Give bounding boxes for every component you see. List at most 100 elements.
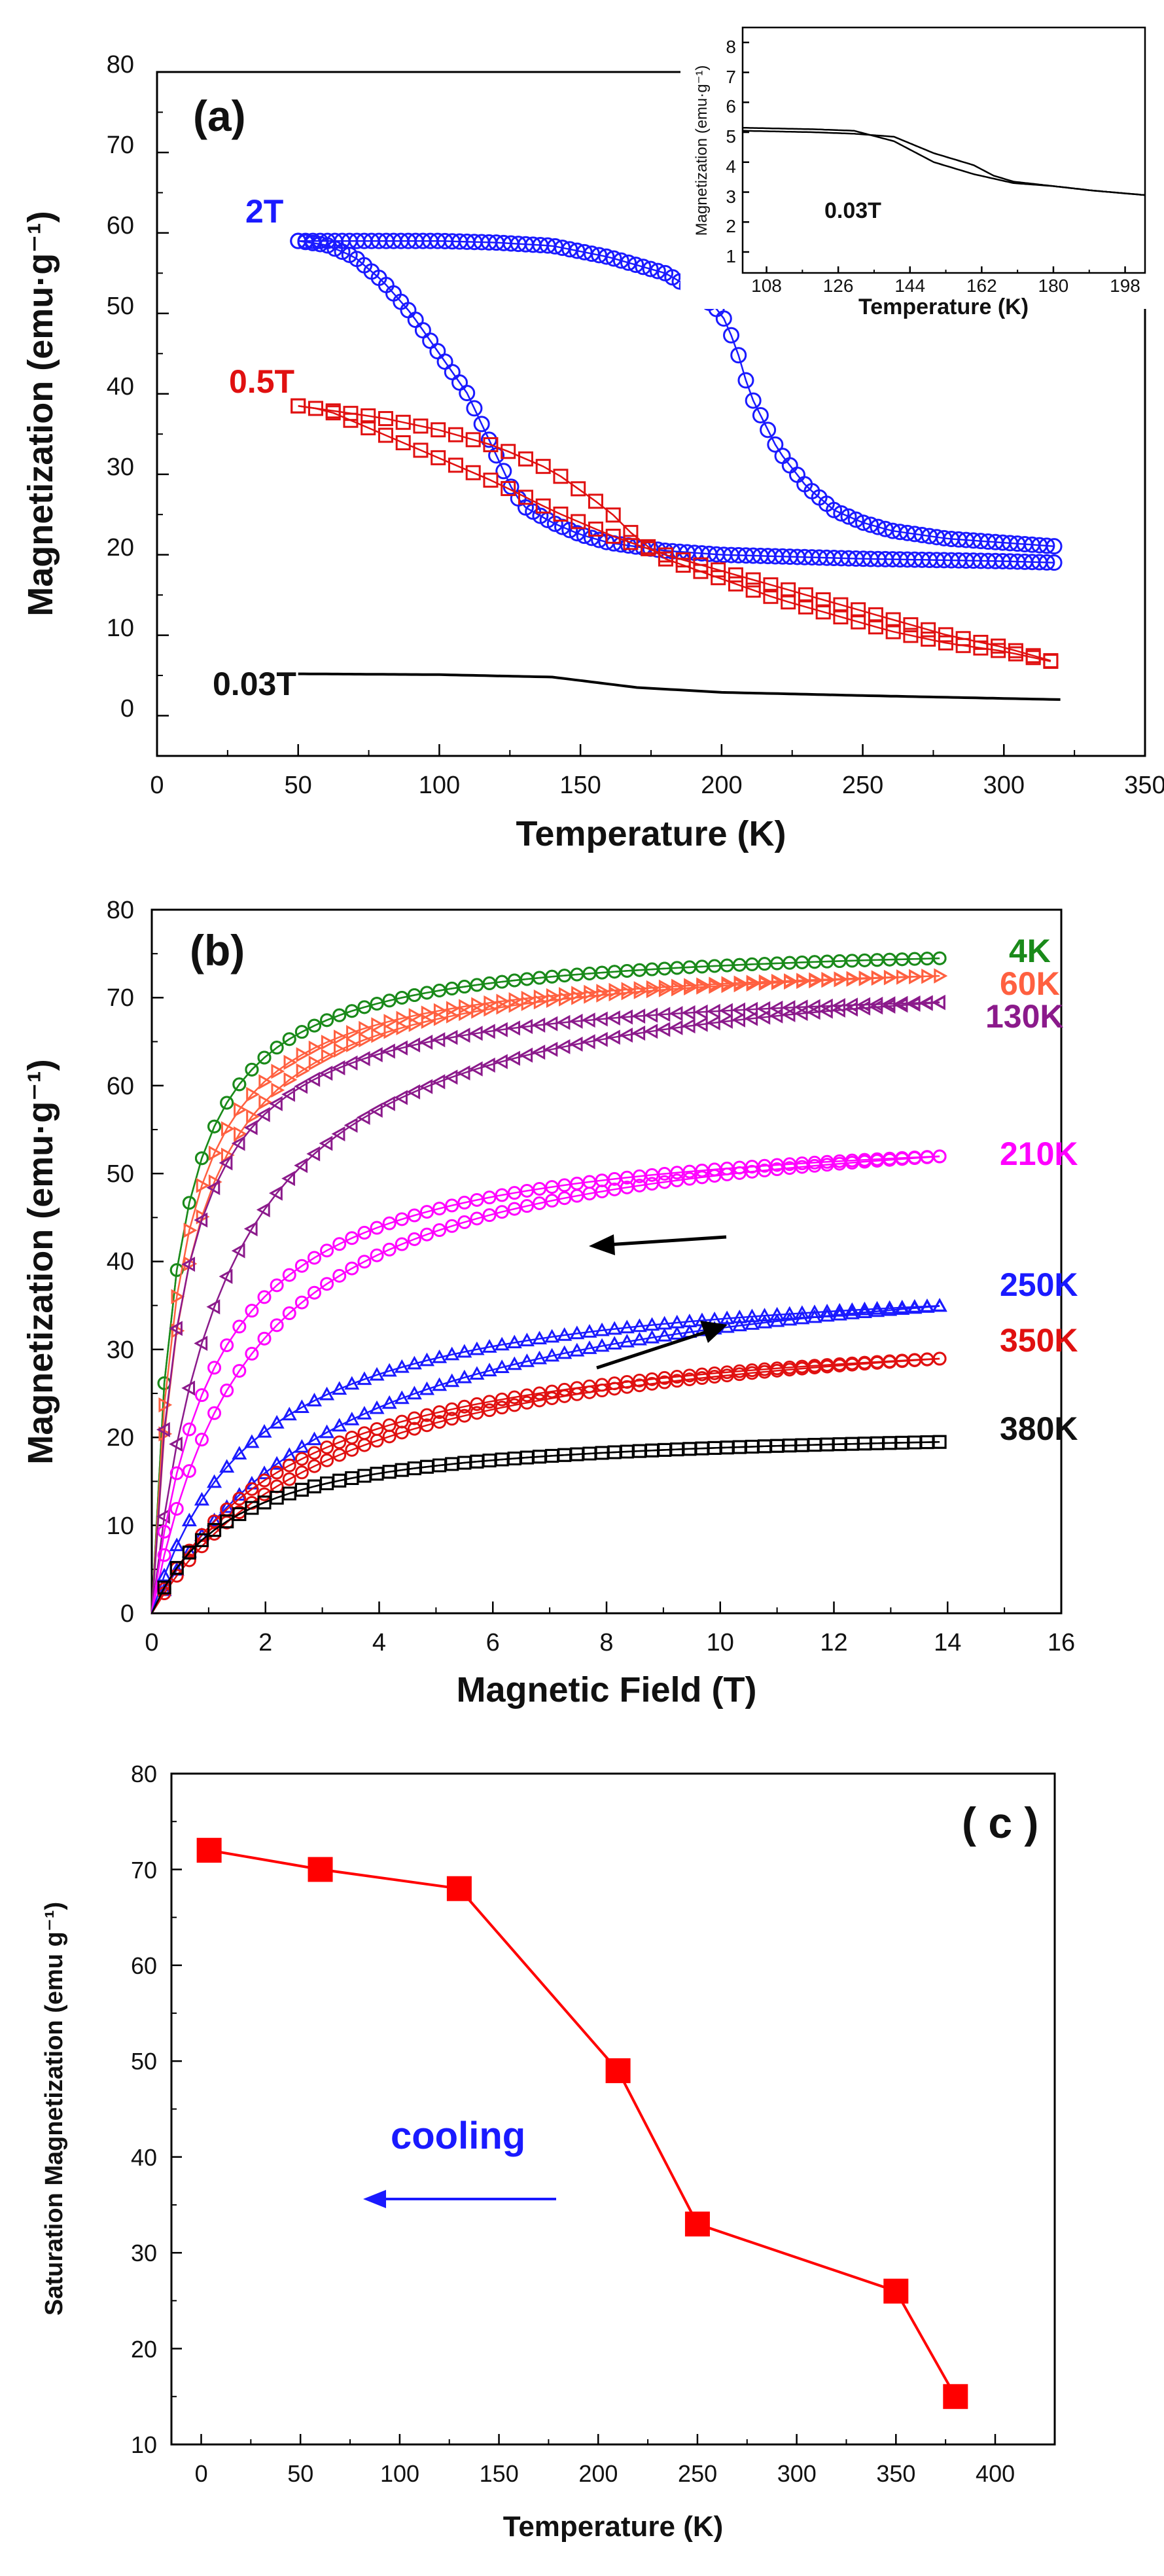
series-line xyxy=(150,1001,940,1614)
data-point xyxy=(756,1314,773,1329)
data-point xyxy=(752,406,769,423)
data-point xyxy=(270,1278,284,1293)
data-point xyxy=(658,551,673,567)
series-line xyxy=(150,1155,940,1614)
data-point xyxy=(844,1305,860,1319)
data-point xyxy=(623,535,639,550)
data-point xyxy=(973,640,989,656)
data-point xyxy=(169,1501,184,1516)
data-point xyxy=(344,1411,360,1425)
data-point xyxy=(378,411,393,427)
tick-label: 30 xyxy=(107,454,134,481)
data-point xyxy=(571,514,586,529)
data-point xyxy=(282,1472,296,1486)
data-point xyxy=(419,1418,434,1433)
data-point xyxy=(319,1136,333,1151)
data-point xyxy=(619,1028,633,1043)
data-point xyxy=(408,1016,423,1032)
series-line xyxy=(150,1440,940,1614)
data-point xyxy=(856,1304,872,1318)
data-point xyxy=(432,1349,448,1363)
data-point xyxy=(370,1248,384,1262)
data-point xyxy=(421,1005,435,1021)
tick-label: 80 xyxy=(107,51,134,79)
data-point xyxy=(607,1336,622,1350)
data-point xyxy=(296,1063,310,1079)
data-point xyxy=(494,1336,510,1351)
cooling-arrow xyxy=(363,2190,556,2208)
data-point xyxy=(282,1458,296,1473)
data-point xyxy=(607,1010,620,1026)
data-point xyxy=(382,1216,397,1230)
data-point xyxy=(269,1096,283,1111)
data-point xyxy=(432,1223,447,1238)
inset-y-tick-labels: 1 2 3 4 5 6 7 8 xyxy=(726,37,736,266)
tick-label: 7 xyxy=(726,67,736,87)
data-point xyxy=(220,1514,234,1529)
data-point xyxy=(520,1395,534,1410)
data-point xyxy=(308,1857,333,1882)
data-point xyxy=(246,1086,260,1102)
tick-label: 4 xyxy=(726,156,736,177)
data-point xyxy=(469,1366,485,1380)
data-point xyxy=(282,1268,296,1282)
data-point xyxy=(470,1211,484,1226)
data-point xyxy=(283,1054,298,1070)
data-point xyxy=(282,1032,296,1046)
data-point xyxy=(545,1391,559,1406)
data-point xyxy=(844,1001,858,1017)
data-point xyxy=(359,1020,373,1036)
data-point xyxy=(631,1026,646,1041)
data-point xyxy=(737,372,754,389)
data-point xyxy=(432,1415,447,1429)
data-point xyxy=(194,1212,208,1228)
data-point xyxy=(571,990,585,1005)
data-point xyxy=(232,1446,247,1460)
data-point xyxy=(732,1012,745,1028)
data-point xyxy=(955,637,971,653)
data-point xyxy=(520,1199,534,1213)
data-point xyxy=(370,997,384,1011)
data-point xyxy=(620,254,637,271)
data-point xyxy=(569,1325,585,1340)
data-point xyxy=(932,1435,947,1449)
data-point xyxy=(394,1090,408,1105)
data-point xyxy=(419,1381,435,1395)
data-point xyxy=(245,1304,259,1318)
data-point xyxy=(906,996,921,1012)
data-point xyxy=(619,1333,635,1348)
data-point xyxy=(220,1338,234,1352)
data-point xyxy=(406,1084,421,1100)
data-point xyxy=(294,1079,308,1094)
data-point xyxy=(646,983,660,999)
tick-label: 50 xyxy=(287,2460,313,2487)
data-point xyxy=(711,562,726,578)
data-point xyxy=(581,1034,595,1050)
data-point xyxy=(832,1306,847,1321)
data-point xyxy=(466,400,483,417)
data-point xyxy=(320,1277,334,1291)
data-point xyxy=(306,1431,323,1446)
data-point xyxy=(234,1126,247,1142)
tick-label: 2 xyxy=(258,1629,272,1656)
data-point xyxy=(361,408,376,423)
data-point xyxy=(826,501,843,518)
data-point xyxy=(457,1344,472,1358)
series-line xyxy=(150,1440,940,1614)
data-point xyxy=(883,970,898,986)
data-point xyxy=(657,1327,673,1342)
data-point xyxy=(307,1446,321,1460)
data-point xyxy=(406,1037,421,1053)
data-point xyxy=(182,1196,196,1210)
data-point xyxy=(495,1401,509,1415)
data-point xyxy=(506,1050,520,1066)
data-point xyxy=(569,1036,583,1052)
data-point xyxy=(745,582,761,598)
series-label-350k: 350K xyxy=(1000,1322,1078,1359)
data-point xyxy=(481,1057,495,1073)
panel-c-data xyxy=(196,1838,968,2409)
data-point xyxy=(671,981,685,997)
data-point xyxy=(271,1082,285,1098)
data-point xyxy=(448,427,463,442)
data-point xyxy=(723,327,740,344)
